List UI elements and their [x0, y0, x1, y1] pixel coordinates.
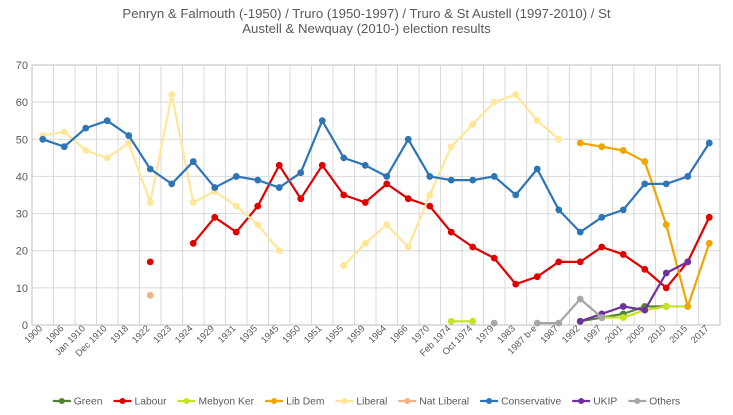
- svg-text:1924: 1924: [173, 323, 195, 345]
- svg-text:Mebyon Ker: Mebyon Ker: [199, 397, 255, 408]
- svg-text:50: 50: [16, 134, 28, 146]
- svg-text:Others: Others: [649, 397, 680, 408]
- svg-text:UKIP: UKIP: [593, 397, 617, 408]
- svg-text:2010: 2010: [646, 323, 668, 345]
- svg-text:10: 10: [16, 283, 28, 295]
- svg-text:1922: 1922: [130, 323, 152, 345]
- svg-text:Lib Dem: Lib Dem: [286, 397, 324, 408]
- svg-text:70: 70: [16, 60, 28, 72]
- svg-text:2001: 2001: [603, 323, 625, 345]
- svg-text:2005: 2005: [624, 323, 646, 345]
- svg-text:1918: 1918: [108, 323, 130, 345]
- svg-text:1950: 1950: [280, 323, 302, 345]
- svg-text:Conservative: Conservative: [501, 397, 561, 408]
- svg-text:1992: 1992: [560, 323, 582, 345]
- svg-text:Nat Liberal: Nat Liberal: [419, 397, 469, 408]
- svg-text:1966: 1966: [388, 323, 410, 345]
- svg-text:30: 30: [16, 209, 28, 221]
- svg-text:1945: 1945: [259, 323, 281, 345]
- svg-text:1959: 1959: [345, 323, 367, 345]
- svg-text:Green: Green: [74, 397, 103, 408]
- svg-text:Liberal: Liberal: [356, 397, 387, 408]
- svg-text:Labour: Labour: [135, 397, 168, 408]
- svg-text:1929: 1929: [194, 323, 216, 345]
- svg-text:1997: 1997: [581, 323, 603, 345]
- svg-text:2015: 2015: [667, 323, 689, 345]
- svg-text:1931: 1931: [216, 323, 238, 345]
- svg-text:1955: 1955: [323, 323, 345, 345]
- svg-text:20: 20: [16, 246, 28, 258]
- svg-text:40: 40: [16, 171, 28, 183]
- svg-text:60: 60: [16, 97, 28, 109]
- svg-text:1951: 1951: [302, 323, 324, 345]
- svg-text:1987: 1987: [538, 323, 560, 345]
- svg-text:0: 0: [22, 320, 28, 332]
- svg-text:1923: 1923: [151, 323, 173, 345]
- svg-text:2017: 2017: [689, 323, 711, 345]
- svg-text:1935: 1935: [237, 323, 259, 345]
- svg-text:1979: 1979: [474, 323, 496, 345]
- svg-text:1964: 1964: [366, 323, 388, 345]
